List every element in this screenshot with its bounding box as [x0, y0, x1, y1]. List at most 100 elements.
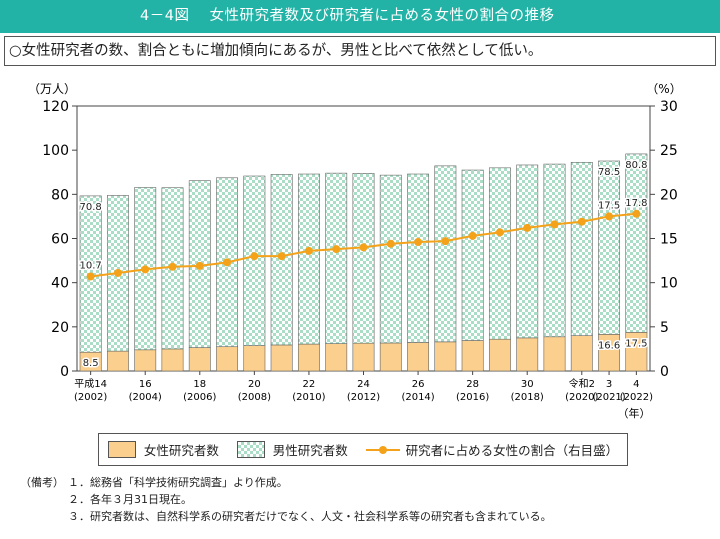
legend-item-ratio: 研究者に占める女性の割合（右目盛）	[365, 440, 618, 459]
ratio-point	[605, 212, 614, 221]
bar-male	[543, 163, 566, 338]
bar-female	[188, 347, 211, 372]
data-label: 70.8	[80, 202, 102, 213]
ratio-point	[550, 220, 559, 229]
bar-male	[407, 173, 430, 343]
x-tick-label: 20	[248, 379, 261, 390]
x-tick-year-label: (2004)	[129, 392, 162, 403]
left-tick-label: 120	[42, 99, 69, 115]
x-tick-year-label: (2008)	[238, 392, 271, 403]
left-axis-unit: （万人）	[28, 82, 76, 96]
x-tick-year-label: (2021)	[592, 392, 625, 403]
legend-label-male: 男性研究者数	[272, 443, 348, 458]
bar-male	[434, 165, 457, 343]
x-tick-label: 18	[193, 379, 206, 390]
ratio-point	[250, 252, 259, 261]
ratio-point	[223, 258, 232, 267]
data-label: 16.6	[598, 340, 620, 351]
legend-label-female: 女性研究者数	[143, 443, 219, 458]
legend-swatch-ratio	[365, 441, 400, 458]
bar-male	[352, 173, 375, 344]
figure-number: 4－4図	[140, 8, 190, 24]
ratio-point	[332, 245, 341, 254]
left-tick-label: 20	[51, 320, 69, 336]
x-tick-year-label: (2020)	[565, 392, 598, 403]
x-tick-year-label: (2010)	[292, 392, 325, 403]
x-tick-year-label: (2002)	[74, 392, 107, 403]
bar-male	[516, 164, 539, 339]
note-1: １．総務省「科学技術研究調査」より作成。	[68, 476, 288, 489]
ratio-point	[577, 217, 586, 226]
data-label: 10.7	[80, 260, 102, 271]
ratio-point	[277, 252, 286, 261]
data-label: 8.5	[83, 358, 99, 369]
bar-female	[434, 341, 457, 372]
ratio-point	[632, 209, 641, 218]
ratio-point	[195, 261, 204, 270]
x-axis-unit: （年）	[618, 406, 651, 420]
figure-title-bar: 4－4図 女性研究者数及び研究者に占める女性の割合の推移	[0, 0, 720, 33]
legend: 女性研究者数 男性研究者数 研究者に占める女性の割合（右目盛）	[98, 433, 628, 466]
data-label: 17.5	[598, 200, 620, 211]
chart-area: （万人） （%） （年） 0 20 40 60 80 100 120 0 5 10 15 20 25 30…	[28, 82, 682, 420]
x-tick-label: 28	[466, 379, 479, 390]
x-tick-year-label: (2022)	[620, 392, 653, 403]
bar-female	[461, 340, 484, 372]
notes-label: （備考）	[20, 476, 64, 489]
x-tick-label: 16	[139, 379, 152, 390]
bar-female	[570, 335, 593, 372]
note-3: ３．研究者数は、自然科学系の研究者だけでなく、人文・社会科学系等の研究者も含まれ…	[68, 510, 552, 523]
left-tick-label: 0	[60, 364, 69, 380]
bar-male	[297, 173, 320, 345]
ratio-point	[86, 272, 95, 281]
ratio-point	[141, 265, 150, 274]
ratio-point	[168, 262, 177, 271]
x-tick-year-label: (2016)	[456, 392, 489, 403]
bar-male	[243, 175, 266, 346]
data-label: 80.8	[625, 160, 647, 171]
left-tick-label: 40	[51, 276, 69, 292]
bar-female	[325, 343, 348, 372]
right-axis-unit: （%）	[646, 82, 681, 96]
figure-title: 女性研究者数及び研究者に占める女性の割合の推移	[209, 8, 555, 24]
data-label: 17.8	[625, 198, 647, 209]
x-tick-label: 平成14	[74, 378, 107, 390]
x-tick-label: 26	[412, 379, 425, 390]
bar-female	[379, 342, 402, 372]
bar-female	[270, 344, 293, 372]
bar-female	[352, 342, 375, 372]
bar-male	[625, 153, 648, 333]
x-tick-label: 24	[357, 379, 370, 390]
bar-female	[161, 348, 184, 372]
legend-swatch-female	[107, 441, 136, 458]
ratio-point	[304, 246, 313, 255]
ratio-point	[414, 238, 423, 247]
x-tick-year-label: (2006)	[183, 392, 216, 403]
legend-item-male: 男性研究者数	[236, 440, 348, 459]
legend-item-female: 女性研究者数	[107, 440, 219, 459]
right-tick-label: 0	[660, 364, 669, 380]
legend-swatch-male	[236, 441, 265, 458]
right-tick-label: 20	[660, 187, 678, 203]
x-tick-label: 3	[606, 379, 612, 390]
right-tick-label: 5	[660, 320, 669, 336]
bar-male	[379, 174, 402, 344]
ratio-point	[441, 237, 450, 246]
ratio-point	[386, 239, 395, 248]
left-tick-label: 80	[51, 187, 69, 203]
ratio-point	[495, 228, 504, 237]
data-label: 78.5	[598, 167, 620, 178]
x-tick-label: 令和2	[569, 377, 595, 390]
bar-female	[243, 345, 266, 372]
right-tick-label: 30	[660, 99, 678, 115]
x-tick-year-label: (2014)	[401, 392, 434, 403]
notes: （備考） １．総務省「科学技術研究調査」より作成。 ２．各年３月31日現在。 ３．…	[20, 474, 552, 525]
ratio-point	[468, 231, 477, 240]
bar-female	[516, 337, 539, 372]
bar-male	[598, 160, 621, 335]
bar-female	[216, 346, 239, 372]
bar-female	[297, 343, 320, 372]
bar-female	[134, 349, 157, 372]
x-tick-year-label: (2012)	[347, 392, 380, 403]
right-tick-label: 10	[660, 276, 678, 292]
